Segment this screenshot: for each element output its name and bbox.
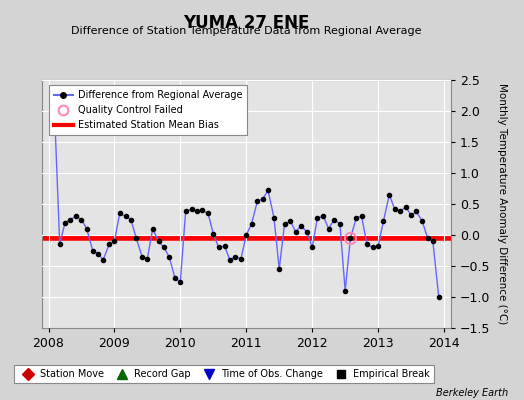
Legend: Station Move, Record Gap, Time of Obs. Change, Empirical Break: Station Move, Record Gap, Time of Obs. C… [14,365,434,383]
Y-axis label: Monthly Temperature Anomaly Difference (°C): Monthly Temperature Anomaly Difference (… [497,83,507,325]
Text: YUMA 27 ENE: YUMA 27 ENE [183,14,310,32]
Text: Berkeley Earth: Berkeley Earth [436,388,508,398]
Text: Difference of Station Temperature Data from Regional Average: Difference of Station Temperature Data f… [71,26,421,36]
